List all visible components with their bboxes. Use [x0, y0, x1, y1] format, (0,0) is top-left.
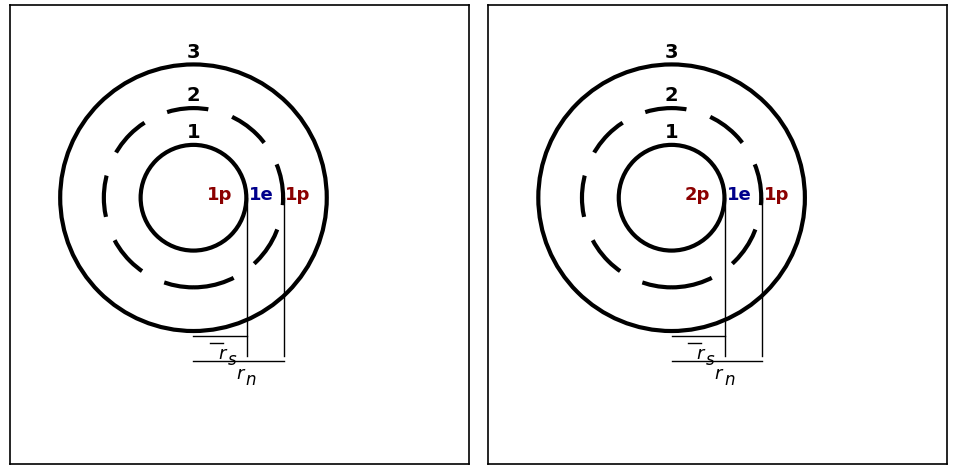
Text: 2: 2 — [665, 86, 679, 106]
Text: $r$: $r$ — [714, 365, 724, 384]
Text: 1p: 1p — [285, 187, 311, 204]
Text: $n$: $n$ — [245, 371, 256, 389]
Text: $r$: $r$ — [696, 345, 706, 363]
Text: 2: 2 — [187, 86, 200, 106]
Text: 1: 1 — [187, 123, 200, 142]
Text: 2p: 2p — [685, 187, 710, 204]
Text: $s$: $s$ — [705, 351, 716, 369]
Text: 1p: 1p — [207, 187, 232, 204]
Text: 1: 1 — [665, 123, 679, 142]
Text: $r$: $r$ — [218, 345, 228, 363]
Text: 3: 3 — [187, 43, 200, 62]
Text: $n$: $n$ — [723, 371, 735, 389]
Text: 3: 3 — [665, 43, 679, 62]
Text: 1e: 1e — [726, 187, 751, 204]
Text: $r$: $r$ — [236, 365, 247, 384]
Text: $s$: $s$ — [227, 351, 237, 369]
Text: 1e: 1e — [249, 187, 274, 204]
Text: 1p: 1p — [764, 187, 789, 204]
